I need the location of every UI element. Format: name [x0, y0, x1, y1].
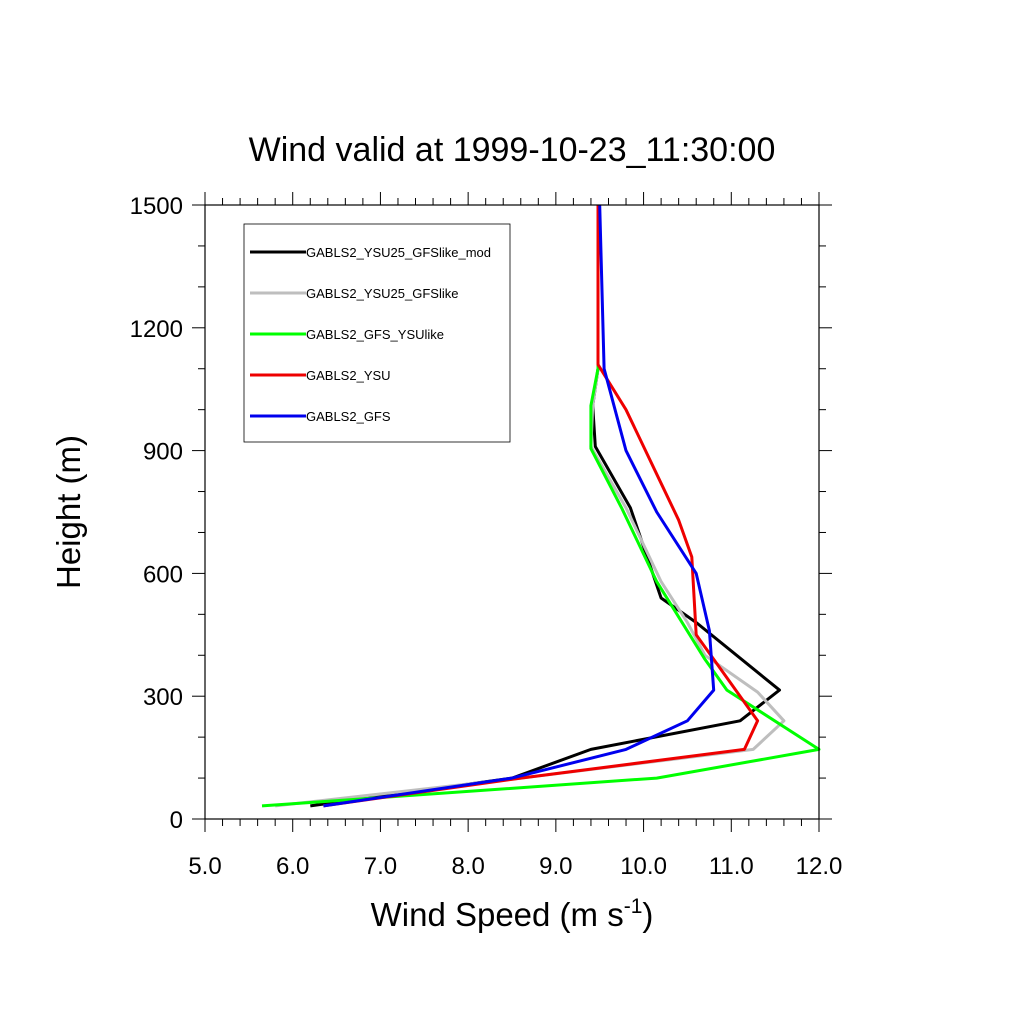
legend-label: GABLS2_YSU25_GFSlike_mod: [306, 245, 491, 260]
series-line-gabls2-gfs-ysulike: [261, 205, 821, 808]
x-tick-label: 7.0: [364, 853, 397, 880]
x-tick-label: 5.0: [188, 853, 221, 880]
legend-label: GABLS2_GFS: [306, 409, 391, 424]
x-tick-label: 9.0: [539, 853, 572, 880]
x-tick-label: 8.0: [451, 853, 484, 880]
legend-label: GABLS2_YSU25_GFSlike: [306, 286, 458, 301]
x-tick-label: 11.0: [709, 853, 754, 880]
tick-labels-layer: 5.0 6.0 7.0 8.0 9.0 10.0 11.0 12.0 0 300 600 900 120…: [130, 193, 843, 880]
y-axis-label: Height (m): [50, 435, 87, 589]
legend: GABLS2_YSU25_GFSlike_mod GABLS2_YSU25_GFS…: [243, 223, 511, 443]
x-axis-label-main: Wind Speed (m s: [371, 896, 624, 933]
series-line-gabls2-ysu25-gfslike: [275, 205, 786, 808]
y-tick-label: 0: [170, 807, 183, 834]
x-axis-label-sup: -1: [624, 895, 643, 918]
y-tick-label: 600: [143, 561, 183, 588]
ticks-layer: [192, 192, 832, 832]
series-layer: [261, 204, 821, 808]
plot-frame: [204, 204, 820, 820]
legend-label: GABLS2_YSU: [306, 368, 391, 383]
y-tick-label: 1200: [130, 316, 183, 343]
y-tick-label: 300: [143, 684, 183, 711]
x-axis-label: Wind Speed (m s-1): [371, 895, 654, 933]
x-tick-label: 12.0: [796, 853, 843, 880]
chart-title: Wind valid at 1999-10-23_11:30:00: [249, 131, 776, 169]
y-tick-label: 1500: [130, 193, 183, 220]
x-axis-label-close: ): [642, 896, 653, 933]
series-line-gabls2-ysu: [323, 205, 760, 808]
series-line-gabls2-gfs: [323, 204, 716, 808]
x-tick-label: 6.0: [276, 853, 309, 880]
y-tick-label: 900: [143, 439, 183, 466]
x-tick-label: 10.0: [620, 853, 667, 880]
legend-label: GABLS2_GFS_YSUlike: [306, 327, 444, 342]
